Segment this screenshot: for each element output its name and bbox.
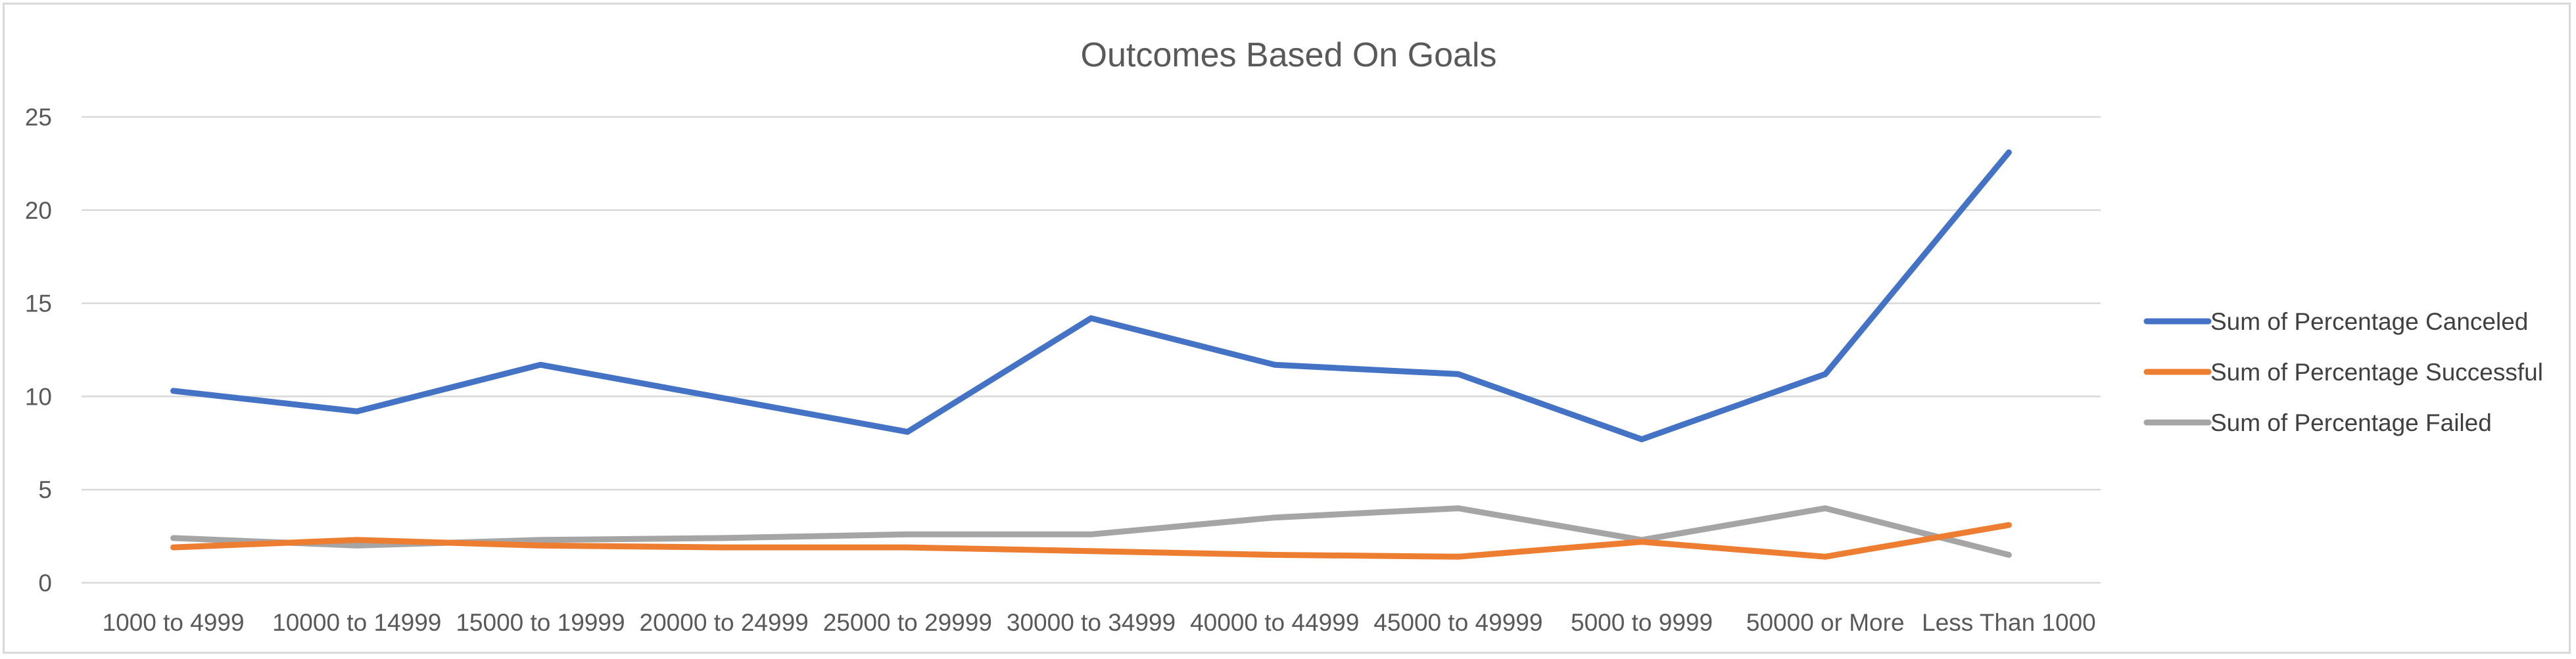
x-tick-label: 30000 to 34999 (1007, 609, 1176, 636)
x-tick-label: 45000 to 49999 (1373, 609, 1542, 636)
legend-label: Sum of Percentage Successful (2210, 359, 2543, 386)
x-tick-label: 5000 to 9999 (1571, 609, 1713, 636)
y-tick-label: 25 (25, 104, 52, 131)
x-tick-label: 50000 or More (1746, 609, 1905, 636)
legend: Sum of Percentage Canceled Sum of Percent… (2143, 308, 2543, 436)
x-tick-label: 20000 to 24999 (640, 609, 809, 636)
x-tick-label: Less Than 1000 (1922, 609, 2096, 636)
x-tick-label: 1000 to 4999 (103, 609, 245, 636)
x-tick-label: 40000 to 44999 (1190, 609, 1359, 636)
y-tick-label: 15 (25, 290, 52, 317)
y-tick-label: 20 (25, 197, 52, 224)
x-tick-label: 10000 to 14999 (272, 609, 441, 636)
y-tick-label: 10 (25, 383, 52, 410)
series-lines (170, 149, 2012, 560)
x-tick-label: 15000 to 19999 (456, 609, 625, 636)
y-tick-label: 5 (38, 476, 52, 503)
legend-label: Sum of Percentage Failed (2210, 409, 2492, 436)
x-axis-ticks: 1000 to 4999 10000 to 14999 15000 to 19999… (103, 609, 2096, 636)
y-axis-ticks: 0 5 10 15 20 25 (25, 104, 52, 597)
chart-frame: Outcomes Based On Goals 0 5 10 15 20 25 1000 … (3, 3, 2571, 654)
line-chart: Outcomes Based On Goals 0 5 10 15 20 25 1000 … (25, 36, 2543, 636)
series-line-sum-of-percentage-successful (170, 522, 2012, 560)
x-tick-label: 25000 to 29999 (823, 609, 992, 636)
y-tick-label: 0 (38, 570, 52, 597)
chart-title: Outcomes Based On Goals (1081, 36, 1497, 74)
legend-label: Sum of Percentage Canceled (2210, 308, 2528, 335)
